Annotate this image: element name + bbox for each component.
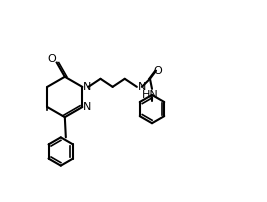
Text: O: O xyxy=(47,54,56,64)
Text: HN: HN xyxy=(142,90,158,100)
Text: N: N xyxy=(83,82,92,92)
Text: N: N xyxy=(138,82,146,92)
Text: O: O xyxy=(154,66,162,76)
Text: N: N xyxy=(83,102,92,112)
